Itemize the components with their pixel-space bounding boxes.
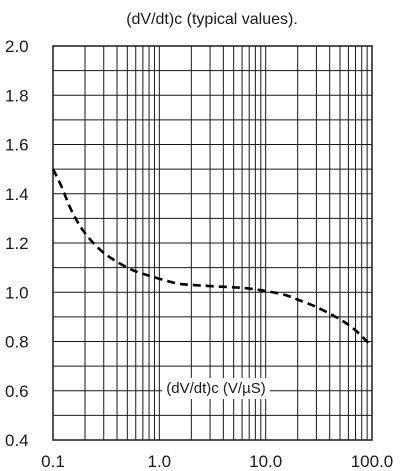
y-tick-label: 1.0 — [5, 283, 29, 302]
chart-title: (dV/dt)c (typical values). — [126, 11, 298, 28]
grid — [52, 45, 373, 441]
y-tick-label: 1.6 — [5, 136, 29, 155]
data-series — [51, 168, 373, 348]
y-tick-label: 0.8 — [5, 333, 29, 352]
x-axis-ticks: 0.1 1.0 10.0 100.0 — [41, 452, 393, 471]
x-tick-label: 0.1 — [41, 452, 65, 471]
x-tick-label: 1.0 — [148, 452, 172, 471]
x-axis-label-background — [162, 378, 270, 399]
x-axis-label-group: (dV/dt)c (V/µS) — [162, 378, 270, 399]
y-tick-label: 0.4 — [5, 431, 29, 450]
x-tick-label: 100.0 — [351, 452, 394, 471]
y-tick-label: 1.8 — [5, 86, 29, 105]
series-line — [51, 168, 373, 348]
y-tick-label: 1.4 — [5, 185, 29, 204]
y-tick-label: 2.0 — [5, 37, 29, 56]
y-tick-label: 0.6 — [5, 382, 29, 401]
plot-frame — [52, 45, 373, 441]
y-axis-ticks: 0.4 0.6 0.8 1.0 1.2 1.4 1.6 1.8 2.0 — [5, 37, 29, 450]
x-tick-label: 10.0 — [249, 452, 282, 471]
y-tick-label: 1.2 — [5, 234, 29, 253]
x-axis-label: (dV/dt)c (V/µS) — [166, 380, 266, 397]
